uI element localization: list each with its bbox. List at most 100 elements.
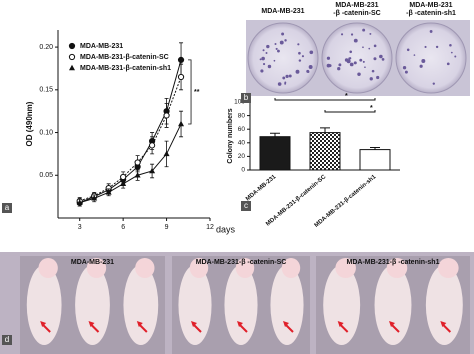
comparison-line [324, 110, 376, 113]
colony [371, 69, 375, 73]
bar [259, 136, 291, 171]
x-tick-label: 3 [78, 224, 82, 231]
colony [307, 70, 310, 73]
colony [277, 82, 282, 86]
mouse-head [189, 258, 209, 278]
arrow-head [237, 321, 243, 327]
marker [177, 56, 185, 64]
legend-label: MDA-MB-231-β-catenin-SC [80, 54, 169, 61]
colony [362, 28, 366, 32]
bar [309, 132, 341, 171]
colony [266, 44, 270, 49]
comparison-label: * [345, 93, 348, 100]
mouse-label: MDA-MB-231-β -catenin-sh1 [347, 259, 440, 266]
colony [288, 74, 292, 78]
colony [359, 58, 363, 62]
mouse-body [26, 265, 62, 345]
colony [446, 62, 450, 66]
panel-letter: b [244, 93, 249, 102]
mouse-head [438, 258, 459, 278]
y-tick-label: 20 [238, 153, 246, 160]
colony [349, 50, 353, 54]
colony [353, 61, 357, 65]
colony [262, 49, 265, 52]
series-line [79, 59, 182, 204]
colony [381, 58, 385, 61]
y-tick-label: 0.20 [39, 44, 53, 51]
colony [309, 50, 314, 55]
mouse-head [235, 258, 255, 278]
x-tick-label: MDA-MB-231 [245, 174, 278, 203]
colony [454, 55, 457, 58]
legend-marker [69, 64, 75, 71]
comparison-label: * [370, 105, 373, 112]
y-tick-label: 100 [234, 99, 245, 106]
series-line [79, 76, 182, 202]
y-tick-label: 0 [241, 167, 245, 174]
colony [284, 82, 287, 85]
marker [134, 159, 141, 166]
plate-label: MDA-MB-231 [261, 8, 304, 15]
colony [379, 54, 383, 59]
colony [260, 69, 264, 73]
mouse-body [270, 265, 304, 345]
colony [373, 44, 377, 48]
marker [148, 142, 156, 149]
mice-layer [20, 256, 470, 354]
plate-label: -β -catenin-SC [333, 10, 380, 17]
marker [134, 172, 141, 178]
arrow-head [283, 321, 289, 327]
colony [297, 43, 300, 46]
arrow-head [389, 321, 395, 327]
colony [285, 74, 289, 78]
mouse-body [75, 265, 110, 345]
plate [247, 22, 319, 94]
arrow-head [40, 321, 47, 327]
bar [359, 149, 391, 171]
colony [340, 33, 344, 36]
colony [262, 62, 266, 66]
plate-label: MDA-MB-231 [335, 2, 378, 9]
marker [120, 173, 127, 181]
colony [402, 66, 407, 70]
colony [282, 76, 286, 80]
colony [429, 30, 433, 33]
colony [424, 45, 427, 48]
colony [344, 58, 349, 62]
legend-label: MDA-MB-231 [80, 43, 123, 50]
panel-letter-box [2, 335, 12, 345]
legend-label: MDA-MB-231-β-catenin-sh1 [80, 65, 171, 72]
y-tick-label: 80 [238, 112, 246, 119]
colony [298, 51, 301, 55]
panel-letter-box [241, 201, 251, 211]
marker [163, 112, 170, 119]
mouse-body [123, 265, 159, 345]
colony [284, 39, 287, 42]
plate [321, 22, 393, 94]
colony [337, 67, 341, 71]
y-tick-label: 0.05 [39, 172, 53, 179]
error-bar [320, 127, 330, 133]
colony [295, 69, 300, 74]
colony [353, 38, 358, 43]
panel-letter: d [5, 335, 9, 344]
marker [76, 199, 83, 205]
mouse-head [335, 258, 356, 278]
colony [406, 48, 410, 52]
colony [274, 42, 277, 45]
error-bar [270, 132, 280, 137]
plate [395, 22, 467, 94]
colony [267, 64, 272, 69]
colony [364, 66, 366, 69]
y-axis-label: Colony numbers [227, 108, 234, 163]
x-tick-label: 6 [121, 224, 125, 231]
mouse-body [374, 265, 412, 345]
comparison-line [274, 98, 376, 101]
colony [404, 70, 408, 74]
y-tick-label: 0.15 [39, 87, 53, 94]
colony [369, 32, 372, 35]
marker [177, 73, 185, 81]
panel-letter: a [5, 203, 10, 212]
mouse-label: MDA-MB-231 [71, 259, 114, 266]
marker [91, 195, 98, 201]
